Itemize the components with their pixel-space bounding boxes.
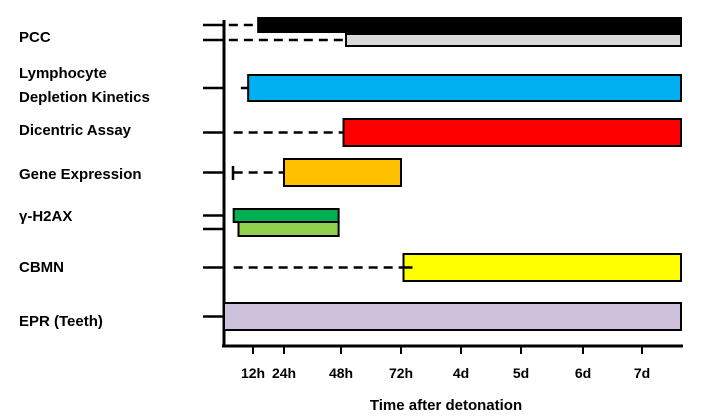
assay-row-pcc xyxy=(203,17,682,47)
bar-h2ax-2 xyxy=(237,221,340,237)
x-axis-title: Time after detonation xyxy=(370,397,522,414)
assay-row-lymphocyte-depletion-kinetics xyxy=(203,74,683,102)
assay-labels: PCC Lymphocyte Depletion Kinetics Dicentric… xyxy=(19,29,150,330)
x-tick-label-6d: 6d xyxy=(575,365,591,381)
x-ticks: 12h 24h 48h 72h 4d 5d 6d 7d xyxy=(241,346,650,381)
bar-cbmn-1 xyxy=(402,253,682,282)
x-tick-label-24h: 24h xyxy=(272,365,296,381)
assay-label-gene-expression: Gene Expression xyxy=(19,166,142,183)
x-tick-label-48h: 48h xyxy=(329,365,353,381)
bar-pcc-2 xyxy=(345,33,682,47)
assay-label-lymphocyte-depletion-kinetics-line-1: Lymphocyte xyxy=(19,65,107,82)
assay-row-gene-expression xyxy=(203,158,402,187)
assay-label-dicentric-assay: Dicentric Assay xyxy=(19,122,132,139)
x-tick-label-12h: 12h xyxy=(241,365,265,381)
bar-epr-teeth-1 xyxy=(223,302,682,331)
x-tick-label-7d: 7d xyxy=(634,365,650,381)
bar-lymphocyte-depletion-kinetics-1 xyxy=(247,74,683,102)
assay-row-dicentric-assay xyxy=(203,118,682,147)
assay-label-pcc: PCC xyxy=(19,29,51,46)
assay-row-epr-teeth xyxy=(203,302,682,331)
assay-label-lymphocyte-depletion-kinetics-line-2: Depletion Kinetics xyxy=(19,89,150,106)
assay-row-cbmn xyxy=(203,253,682,282)
assay-label-cbmn: CBMN xyxy=(19,259,64,276)
axes xyxy=(222,20,683,348)
assay-label-h2ax: γ-H2AX xyxy=(19,208,72,225)
assay-label-epr-teeth: EPR (Teeth) xyxy=(19,313,103,330)
bar-dicentric-assay-1 xyxy=(342,118,682,147)
x-tick-label-72h: 72h xyxy=(389,365,413,381)
assay-bars xyxy=(203,17,683,331)
bar-gene-expression-1 xyxy=(283,158,402,187)
bar-h2ax-1 xyxy=(232,208,340,223)
bar-pcc-1 xyxy=(257,17,682,33)
assay-row-h2ax xyxy=(203,208,340,237)
x-tick-label-5d: 5d xyxy=(513,365,529,381)
x-tick-label-4d: 4d xyxy=(453,365,469,381)
